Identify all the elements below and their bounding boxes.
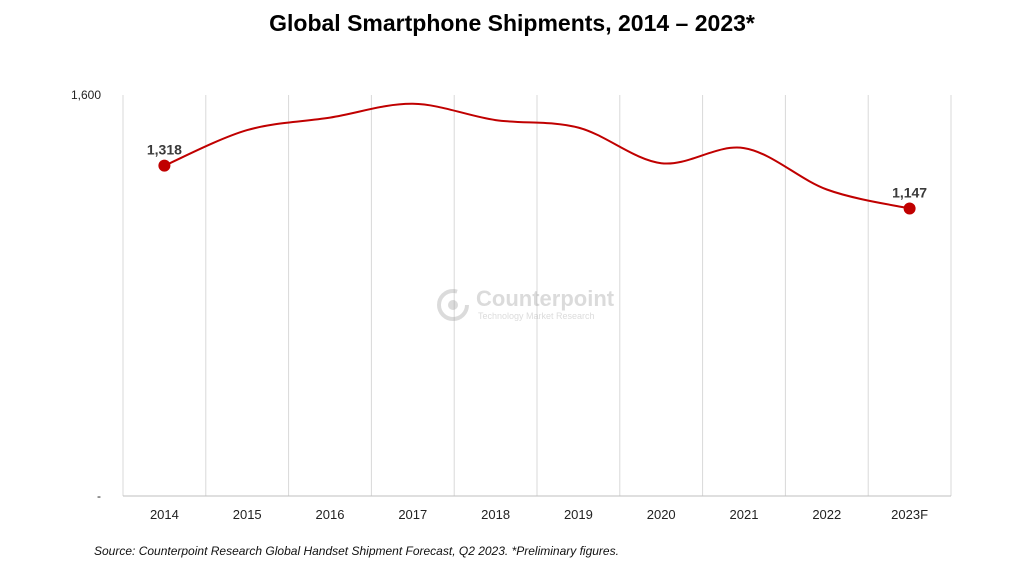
data-point-2014	[158, 159, 171, 172]
series-line-shipments	[164, 102, 910, 210]
x-tick-label-2021: 2021	[730, 507, 759, 522]
watermark-tagline: Technology Market Research	[478, 311, 595, 321]
x-tick-label-2014: 2014	[150, 507, 179, 522]
data-label-2014: 1,318	[147, 142, 182, 158]
watermark-name: Counterpoint	[476, 286, 615, 311]
x-tick-label-2020: 2020	[647, 507, 676, 522]
x-tick-label-2018: 2018	[481, 507, 510, 522]
x-tick-label-2023F: 2023F	[891, 507, 928, 522]
chart-title: Global Smartphone Shipments, 2014 – 2023…	[269, 10, 755, 36]
x-tick-label-2017: 2017	[398, 507, 427, 522]
axes: - 1,600 2014 2015 2016 2017 2018 2019 2020 2021 20…	[71, 88, 951, 522]
y-tick-label-0: -	[97, 489, 101, 503]
series-shipments	[158, 102, 916, 215]
data-label-2023F: 1,147	[892, 185, 927, 201]
data-labels: 1,318 1,147	[147, 142, 927, 201]
x-tick-label-2019: 2019	[564, 507, 593, 522]
x-tick-label-2015: 2015	[233, 507, 262, 522]
y-tick-label-1: 1,600	[71, 88, 101, 102]
x-tick-label-2022: 2022	[812, 507, 841, 522]
counterpoint-logo-icon	[437, 289, 469, 321]
grid-lines	[122, 95, 952, 496]
source-note: Source: Counterpoint Research Global Han…	[94, 544, 619, 558]
watermark: Counterpoint Technology Market Research	[436, 286, 636, 326]
data-point-2023F	[903, 202, 916, 215]
x-tick-label-2016: 2016	[316, 507, 345, 522]
